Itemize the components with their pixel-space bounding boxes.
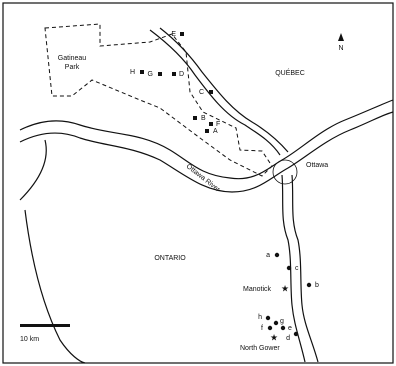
site-label: d <box>286 335 290 342</box>
site-marker <box>286 265 292 271</box>
north-arrow <box>338 33 344 41</box>
site-label: e <box>288 325 292 332</box>
site-marker <box>180 32 184 36</box>
site-label: D <box>179 71 184 78</box>
region-label: Gatineau <box>58 55 87 62</box>
river-bank <box>19 139 47 201</box>
site-label: B <box>201 115 206 122</box>
shoreline <box>24 209 86 364</box>
park-boundary <box>44 23 273 177</box>
map-frame <box>2 2 394 364</box>
site-label: F <box>216 121 220 128</box>
region-label: Park <box>65 64 80 71</box>
river-bank <box>19 99 394 180</box>
site-marker <box>158 72 162 76</box>
river-tributary <box>159 27 289 153</box>
site-marker <box>193 116 197 120</box>
site-marker <box>306 282 312 288</box>
site-label: h <box>258 314 262 321</box>
site-marker <box>293 331 299 337</box>
site-marker <box>209 122 213 126</box>
town-star: ★ <box>281 283 289 293</box>
region-label: QUÉBEC <box>275 68 305 77</box>
site-marker <box>172 72 176 76</box>
site-marker <box>280 325 286 331</box>
ottawa-circle <box>272 159 298 185</box>
town-star: ★ <box>270 332 278 342</box>
site-label: H <box>130 69 135 76</box>
site-label: E <box>171 31 176 38</box>
region-label: ONTARIO <box>154 255 186 262</box>
site-label: a <box>266 252 270 259</box>
site-marker <box>140 70 144 74</box>
site-label: g <box>280 318 284 325</box>
site-marker <box>274 252 280 258</box>
place-label: North Gower <box>240 345 280 352</box>
site-marker <box>209 90 213 94</box>
river-tributary <box>149 29 281 156</box>
site-label: b <box>315 282 319 289</box>
place-label: Manotick <box>243 286 272 293</box>
scale-label: 10 km <box>20 336 39 343</box>
site-marker <box>267 325 273 331</box>
site-label: c <box>295 265 299 272</box>
site-label: f <box>261 325 263 332</box>
site-marker <box>273 320 279 326</box>
site-marker <box>205 129 209 133</box>
rideau-river <box>291 174 319 363</box>
site-marker <box>265 315 271 321</box>
site-label: G <box>148 71 153 78</box>
scale-bar <box>20 324 70 327</box>
site-label: C <box>199 89 204 96</box>
river-bank <box>19 111 394 193</box>
north-label: N <box>338 45 343 52</box>
place-label: Ottawa <box>306 162 328 169</box>
site-label: A <box>213 128 218 135</box>
